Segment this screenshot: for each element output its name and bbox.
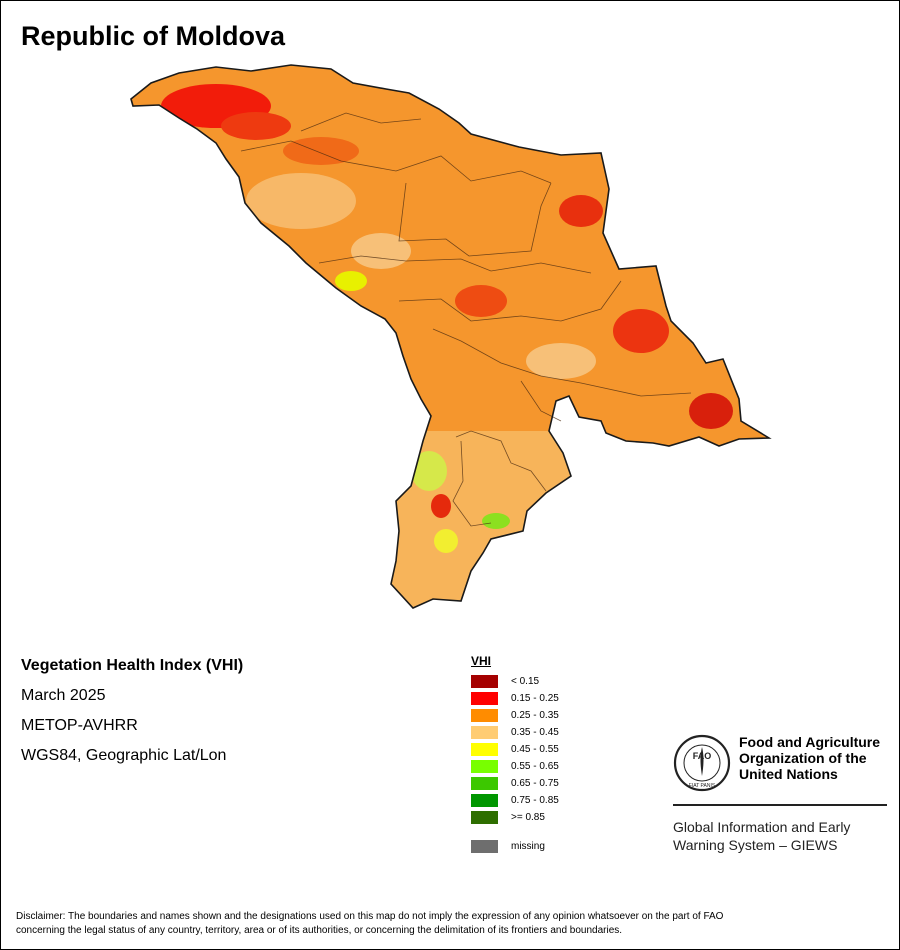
southeast-red-patch xyxy=(689,393,733,429)
district-boundary xyxy=(318,255,592,274)
legend-swatch-missing xyxy=(471,840,498,853)
giews-line2: Warning System – GIEWS xyxy=(673,837,838,853)
vhi-map xyxy=(130,64,770,609)
legend-item: 0.35 - 0.45 xyxy=(471,724,631,741)
legend-swatch xyxy=(471,726,498,739)
district-boundary xyxy=(520,380,562,422)
north-orange-patch xyxy=(283,137,359,165)
north-light-patch xyxy=(246,173,356,229)
legend-label: 0.55 - 0.65 xyxy=(511,761,559,772)
fao-logo-text: FAO xyxy=(693,751,712,761)
page-title: Republic of Moldova xyxy=(21,21,286,51)
giews-line1: Global Information and Early xyxy=(673,819,851,835)
index-name: Vegetation Health Index (VHI) xyxy=(21,657,244,674)
projection: WGS84, Geographic Lat/Lon xyxy=(21,747,227,764)
giews-name: Global Information and Early Warning Sys… xyxy=(673,818,889,854)
wheat-icon xyxy=(700,747,704,776)
district-boundary xyxy=(455,430,547,492)
legend-item: < 0.15 xyxy=(471,673,631,690)
map-info: Vegetation Health Index (VHI) March 2025… xyxy=(21,657,421,777)
south-green-patch xyxy=(482,513,510,529)
legend-item: 0.45 - 0.55 xyxy=(471,741,631,758)
legend: VHI < 0.15 0.15 - 0.25 0.25 - 0.35 0.35 - 0… xyxy=(471,654,631,855)
sensor: METOP-AVHRR xyxy=(21,717,138,734)
legend-label: 0.45 - 0.55 xyxy=(511,744,559,755)
legend-label: 0.65 - 0.75 xyxy=(511,778,559,789)
legend-item: 0.75 - 0.85 xyxy=(471,792,631,809)
district-boundary xyxy=(452,440,492,527)
fao-divider xyxy=(673,804,887,806)
fao-name-line1: Food and Agriculture xyxy=(739,734,881,750)
legend-label: 0.75 - 0.85 xyxy=(511,795,559,806)
legend-swatch xyxy=(471,692,498,705)
legend-swatch xyxy=(471,794,498,807)
legend-label: 0.15 - 0.25 xyxy=(511,693,559,704)
legend-label-missing: missing xyxy=(511,841,545,852)
north-red-patch xyxy=(221,112,291,140)
fao-name: Food and Agriculture Organization of the… xyxy=(739,734,880,782)
east-light-patch xyxy=(526,343,596,379)
vhi-raster xyxy=(131,65,769,608)
south-red-patch xyxy=(431,494,451,518)
central-red-patch xyxy=(455,285,507,317)
central-yellow-patch xyxy=(335,271,367,291)
legend-item: 0.55 - 0.65 xyxy=(471,758,631,775)
disclaimer-line1: Disclaimer: The boundaries and names sho… xyxy=(16,911,724,922)
legend-item: 0.15 - 0.25 xyxy=(471,690,631,707)
legend-title: VHI xyxy=(471,654,492,668)
east-red-patch xyxy=(613,309,669,353)
south-region-light xyxy=(381,431,581,608)
legend-swatch xyxy=(471,675,498,688)
fao-name-line3: United Nations xyxy=(739,766,838,782)
legend-swatch xyxy=(471,760,498,773)
fao-logo-motto: FIAT PANIS xyxy=(689,783,716,789)
legend-item: >= 0.85 xyxy=(471,809,631,826)
district-boundary xyxy=(432,328,692,397)
period: March 2025 xyxy=(21,687,106,704)
legend-label: 0.35 - 0.45 xyxy=(511,727,559,738)
legend-swatch xyxy=(471,743,498,756)
south-yellow-patch xyxy=(411,451,447,491)
district-boundary xyxy=(300,112,422,132)
legend-label: 0.25 - 0.35 xyxy=(511,710,559,721)
legend-swatch xyxy=(471,777,498,790)
legend-item: 0.25 - 0.35 xyxy=(471,707,631,724)
south-yellow-patch-2 xyxy=(434,529,458,553)
northeast-red-patch xyxy=(559,195,603,227)
central-light-patch xyxy=(351,233,411,269)
legend-label: < 0.15 xyxy=(511,676,540,687)
fao-name-line2: Organization of the xyxy=(739,750,867,766)
district-boundary xyxy=(398,182,552,257)
district-boundaries xyxy=(240,112,692,527)
district-boundary xyxy=(240,140,552,184)
legend-label: >= 0.85 xyxy=(511,812,545,823)
legend-rows: < 0.15 0.15 - 0.25 0.25 - 0.35 0.35 - 0.45 0… xyxy=(471,673,631,826)
disclaimer: Disclaimer: The boundaries and names sho… xyxy=(16,910,886,938)
district-boundary xyxy=(398,280,622,322)
fao-branding: FAO FIAT PANIS Food and Agriculture Orga… xyxy=(673,734,889,854)
legend-swatch xyxy=(471,709,498,722)
fao-logo: FAO FIAT PANIS xyxy=(673,734,731,792)
legend-item: 0.65 - 0.75 xyxy=(471,775,631,792)
disclaimer-line2: concerning the legal status of any count… xyxy=(16,925,623,936)
legend-missing: missing xyxy=(471,838,631,855)
legend-swatch xyxy=(471,811,498,824)
